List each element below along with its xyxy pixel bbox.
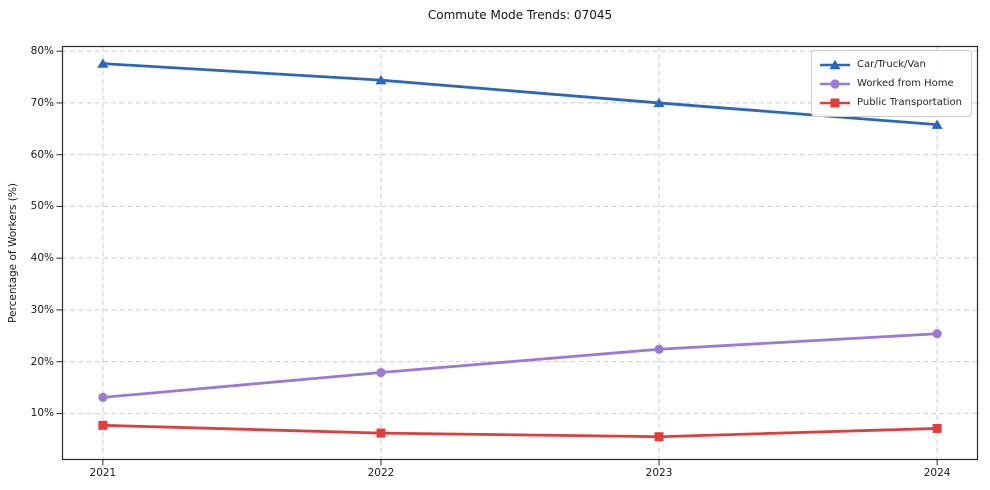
series-marker — [97, 58, 109, 68]
x-tick-label: 2021 — [89, 467, 117, 479]
legend-label: Car/Truck/Van — [857, 59, 926, 70]
x-tick-label: 2023 — [645, 467, 673, 479]
y-tick-label: 30% — [30, 303, 54, 316]
series-marker — [932, 329, 942, 339]
legend-marker — [830, 78, 840, 89]
legend-swatch-circle-icon — [820, 78, 851, 89]
series-line — [101, 332, 939, 399]
legend-marker — [830, 98, 840, 107]
plot-border — [61, 45, 979, 461]
series-marker — [931, 119, 943, 129]
series-marker — [654, 432, 664, 442]
chart-title: Commute Mode Trends: 07045 — [427, 8, 613, 22]
legend: Car/Truck/Van Worked from Home Public Tran… — [811, 50, 972, 117]
legend-item: Car/Truck/Van — [819, 55, 962, 74]
y-tick-label: 40% — [30, 252, 54, 265]
legend-item: Public Transportation — [819, 93, 962, 112]
series-marker — [376, 428, 386, 438]
series-line — [101, 62, 939, 127]
y-tick-label: 70% — [30, 96, 54, 109]
y-tick-label: 80% — [30, 45, 54, 58]
series-marker — [98, 392, 108, 402]
y-tick-label: 10% — [30, 407, 54, 420]
legend-label: Worked from Home — [857, 78, 954, 89]
x-tick-label: 2022 — [367, 467, 395, 479]
x-tick-label: 2024 — [923, 467, 951, 479]
series-marker — [376, 367, 386, 378]
legend-marker — [829, 59, 841, 69]
series-marker — [98, 420, 108, 430]
series-marker — [654, 344, 664, 354]
series-marker — [375, 74, 387, 85]
legend-swatch-triangle-icon — [820, 59, 851, 69]
legend-item: Worked from Home — [819, 74, 962, 93]
legend-swatch-square-icon — [820, 98, 851, 107]
y-tick-label: 50% — [30, 200, 54, 213]
series-line — [101, 423, 939, 439]
series-marker — [932, 423, 942, 433]
legend-label: Public Transportation — [857, 97, 962, 108]
y-tick-label: 60% — [30, 148, 54, 161]
y-tick-label: 20% — [30, 355, 54, 368]
series-marker — [653, 97, 665, 108]
